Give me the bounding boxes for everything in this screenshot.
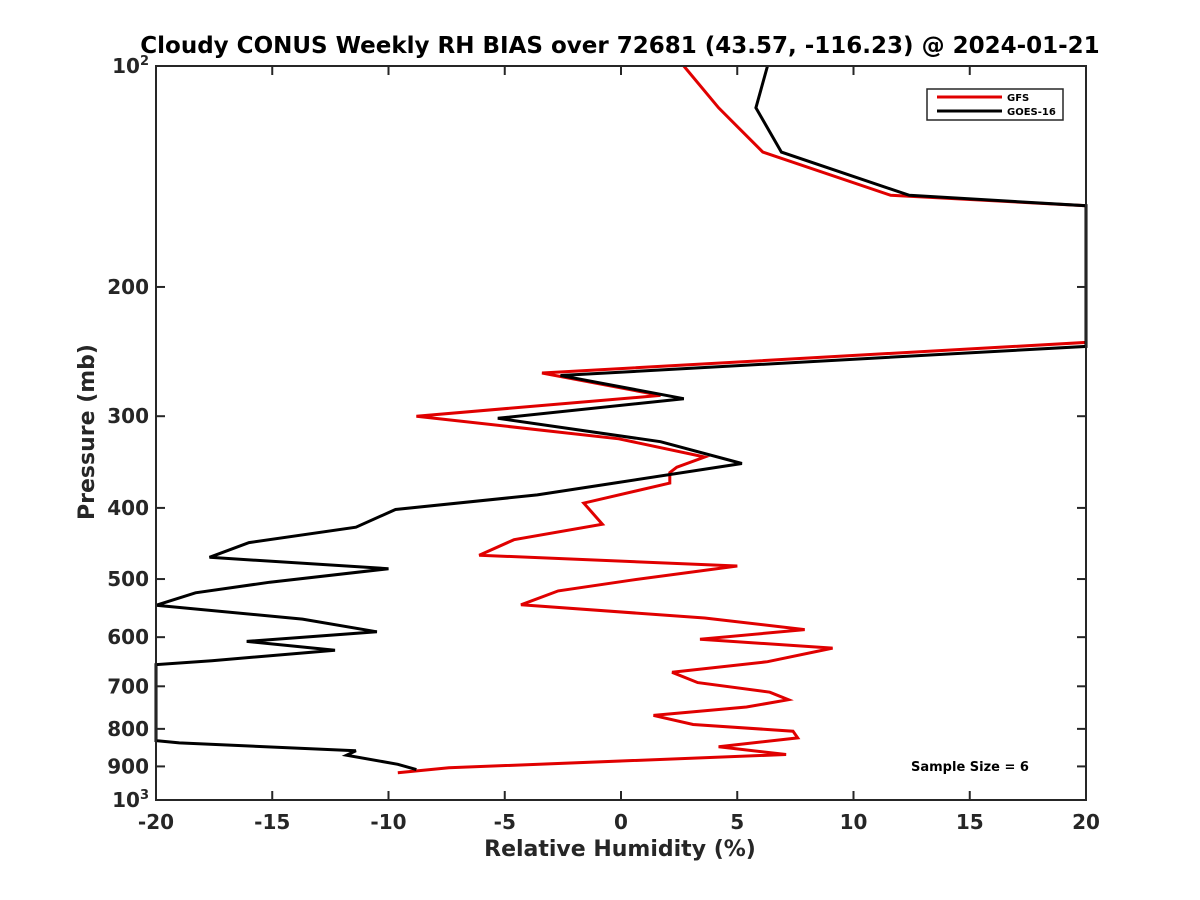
legend-box [926,88,1064,121]
y-tick-label: 800 [107,717,149,741]
x-tick-label: -5 [494,810,516,834]
y-tick-exponent: 3 [140,788,149,803]
y-tick-label-power: 103 [112,788,149,812]
legend-label-goes-16: GOES-16 [1007,107,1056,118]
goes-16-line [154,65,1088,772]
y-tick-label: 300 [107,404,149,428]
y-tick-base: 10 [112,54,140,78]
x-tick-label: -20 [138,810,174,834]
x-tick-label: 10 [840,810,868,834]
ticks-group: -20 -15 -10 -5 0 5 10 15 20102200300400500600700… [107,54,1100,834]
y-axis-label: Pressure (mb) [75,344,100,520]
y-tick-label-power: 102 [112,54,149,78]
y-tick-exponent: 2 [140,54,149,69]
x-tick-label: 20 [1072,810,1100,834]
y-tick-label: 700 [107,674,149,698]
plot-frame [155,65,1087,801]
x-tick-label: -15 [254,810,290,834]
chart-title: Cloudy CONUS Weekly RH BIAS over 72681 (… [140,33,1099,59]
x-axis-label: Relative Humidity (%) [484,837,756,862]
y-tick-label: 200 [107,275,149,299]
y-tick-label: 900 [107,754,149,778]
y-tick-label: 400 [107,496,149,520]
y-tick-base: 10 [112,788,140,812]
x-tick-label: 0 [614,810,628,834]
y-tick-label: 500 [107,567,149,591]
x-tick-label: 15 [956,810,984,834]
series-group [154,65,1088,775]
y-tick-label: 600 [107,625,149,649]
x-tick-label: -10 [370,810,406,834]
legend: GFS GOES-16 [926,88,1064,121]
legend-label-gfs: GFS [1007,93,1029,104]
x-tick-label: 5 [730,810,744,834]
sample-size-annotation: Sample Size = 6 [911,760,1029,775]
